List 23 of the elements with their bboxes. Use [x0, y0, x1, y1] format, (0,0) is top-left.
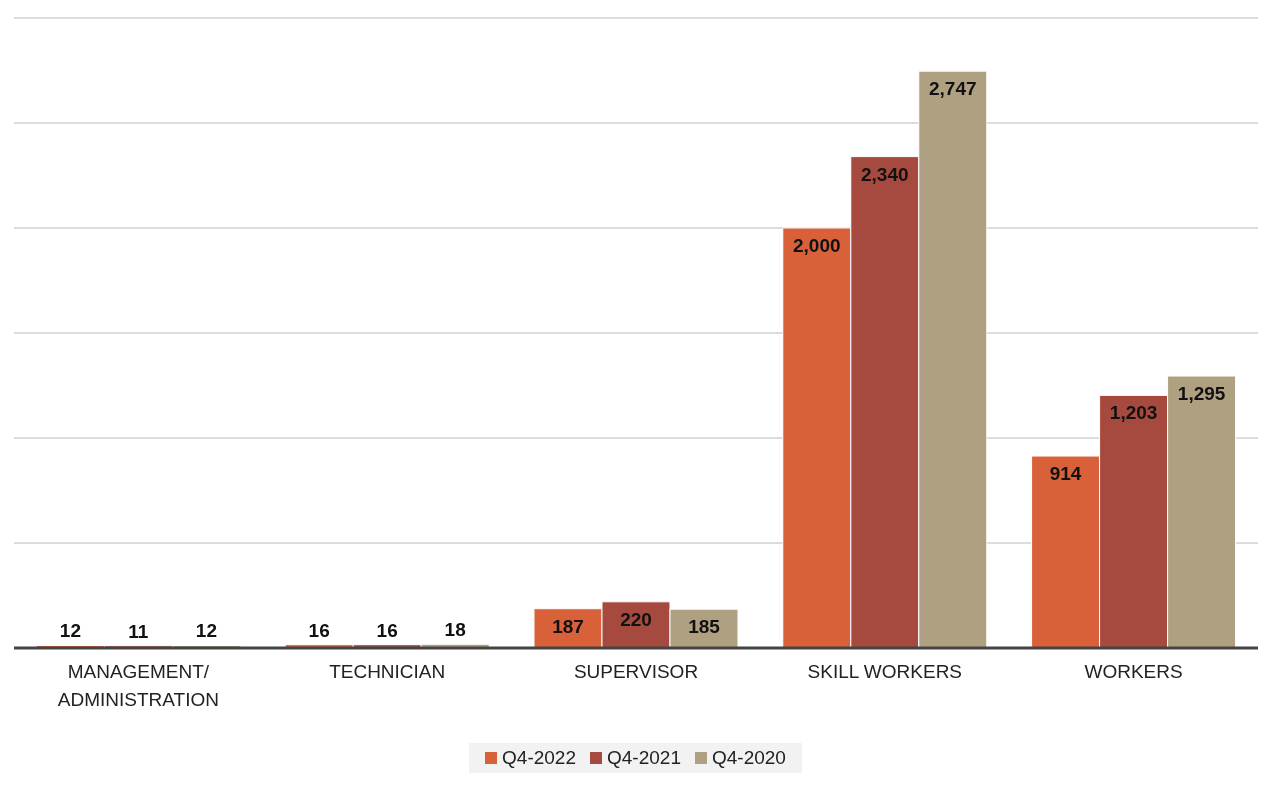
- x-tick-label: SUPERVISOR: [573, 661, 699, 682]
- legend-label: Q4-2021: [606, 747, 681, 769]
- legend-label: Q4-2022: [501, 747, 577, 769]
- data-label: 11: [128, 620, 149, 642]
- data-label: 220: [620, 608, 652, 630]
- data-label: 1,295: [1177, 383, 1226, 405]
- data-label: 914: [1049, 463, 1082, 485]
- x-tick-label: TECHNICIAN: [329, 661, 446, 682]
- data-label: 12: [195, 620, 217, 642]
- data-label: 185: [688, 616, 721, 638]
- data-label: 187: [552, 615, 584, 637]
- data-label: 2,747: [929, 78, 977, 100]
- x-tick-label: SKILL WORKERS: [807, 661, 963, 682]
- data-label: 2,000: [793, 235, 841, 256]
- data-label: 12: [59, 620, 81, 642]
- x-tick-label: WORKERS: [1084, 661, 1183, 682]
- data-label: 16: [308, 619, 330, 641]
- data-label: 16: [376, 619, 398, 641]
- x-tick-label: MANAGEMENT/ ADMINISTRATION: [57, 661, 219, 710]
- data-label: 2,340: [861, 163, 909, 185]
- data-label: 18: [444, 619, 466, 641]
- legend-label: Q4-2020: [710, 747, 786, 769]
- data-label: 1,203: [1109, 402, 1158, 424]
